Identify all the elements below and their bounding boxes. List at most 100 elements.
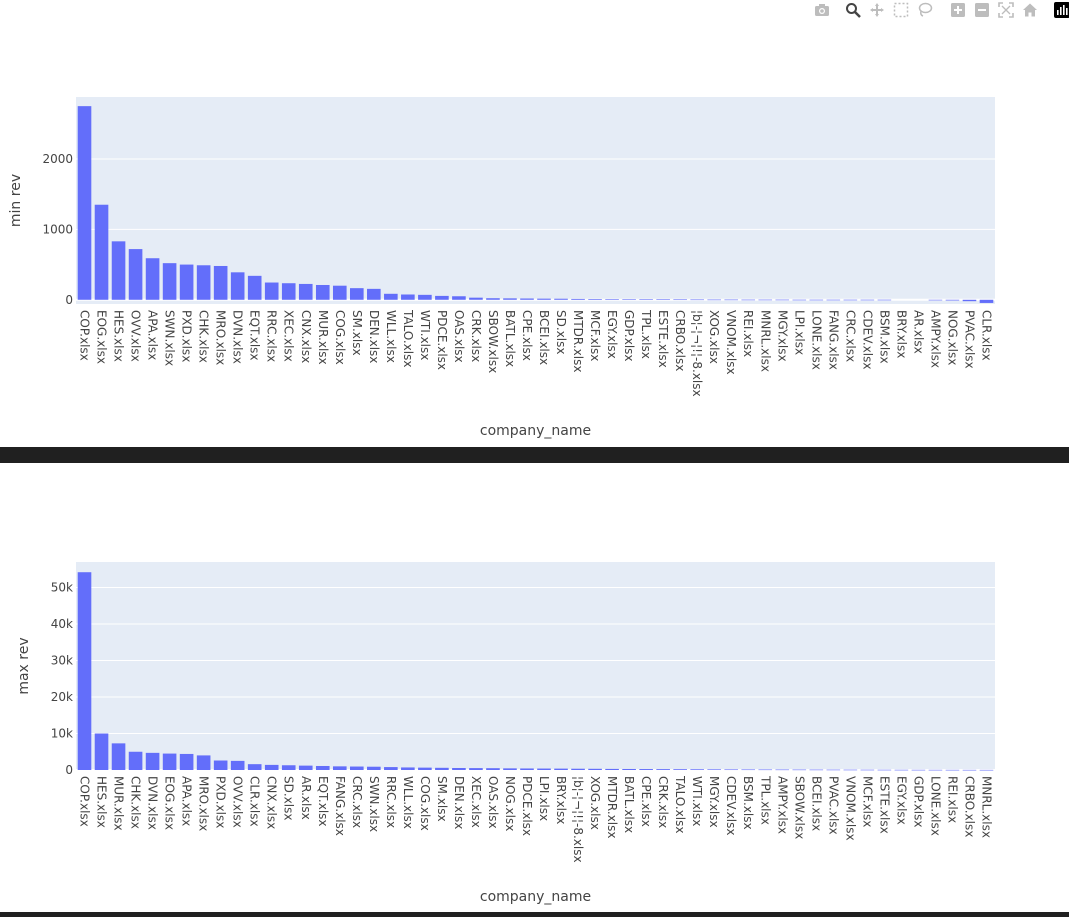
bar[interactable] <box>401 294 415 300</box>
bar[interactable] <box>673 769 687 770</box>
pan-icon[interactable] <box>867 1 887 19</box>
bar[interactable] <box>605 299 619 300</box>
bar[interactable] <box>452 296 466 300</box>
bar[interactable] <box>367 766 381 770</box>
bar[interactable] <box>877 299 892 301</box>
bar[interactable] <box>843 769 858 771</box>
bar[interactable] <box>554 768 568 770</box>
bar[interactable] <box>77 106 92 300</box>
bar[interactable] <box>911 769 926 771</box>
bar[interactable] <box>520 298 534 300</box>
bar[interactable] <box>622 768 636 770</box>
bar[interactable] <box>469 297 483 300</box>
bar[interactable] <box>349 288 364 300</box>
bar[interactable] <box>162 753 177 770</box>
bar[interactable] <box>264 764 279 770</box>
bar[interactable] <box>571 298 585 300</box>
bar[interactable] <box>928 299 943 301</box>
bar[interactable] <box>928 769 943 771</box>
bar[interactable] <box>503 298 517 300</box>
bar[interactable] <box>452 767 466 770</box>
bar[interactable] <box>792 769 807 771</box>
bar[interactable] <box>554 298 568 300</box>
bar[interactable] <box>741 769 756 771</box>
bar[interactable] <box>979 769 994 771</box>
bar[interactable] <box>435 295 449 300</box>
bar[interactable] <box>469 768 483 770</box>
bar[interactable] <box>145 752 160 770</box>
bar[interactable] <box>792 299 807 301</box>
bar[interactable] <box>418 767 432 770</box>
bar[interactable] <box>281 765 296 770</box>
bar[interactable] <box>656 769 670 770</box>
bar[interactable] <box>179 264 194 300</box>
bar[interactable] <box>281 283 296 300</box>
bar[interactable] <box>213 265 228 300</box>
bar[interactable] <box>503 768 517 770</box>
bar[interactable] <box>656 299 670 300</box>
bar[interactable] <box>724 769 739 771</box>
bar[interactable] <box>826 299 841 301</box>
bar[interactable] <box>962 769 977 771</box>
bar[interactable] <box>622 299 636 300</box>
bar[interactable] <box>179 753 194 770</box>
plot-area[interactable] <box>76 97 995 304</box>
bar[interactable] <box>315 284 330 300</box>
bar[interactable] <box>673 299 687 301</box>
bar[interactable] <box>979 299 994 303</box>
bar[interactable] <box>196 755 211 770</box>
plotly-logo-icon[interactable] <box>1052 1 1069 19</box>
bar[interactable] <box>639 299 653 300</box>
bar[interactable] <box>537 768 551 770</box>
bar[interactable] <box>77 572 92 770</box>
bar[interactable] <box>162 263 177 300</box>
autoscale-icon[interactable] <box>996 1 1016 19</box>
bar[interactable] <box>196 265 211 300</box>
bar[interactable] <box>690 299 704 301</box>
bar[interactable] <box>775 299 790 301</box>
bar[interactable] <box>298 765 313 770</box>
bar[interactable] <box>486 768 500 770</box>
bar[interactable] <box>741 299 756 301</box>
box-select-icon[interactable] <box>891 1 911 19</box>
bar[interactable] <box>724 299 739 301</box>
bar[interactable] <box>332 285 347 300</box>
reset-axes-icon[interactable] <box>1020 1 1040 19</box>
bar[interactable] <box>94 204 109 300</box>
bar[interactable] <box>145 258 160 300</box>
lasso-icon[interactable] <box>915 1 935 19</box>
bar[interactable] <box>639 769 653 770</box>
bar[interactable] <box>860 769 875 771</box>
bar[interactable] <box>128 751 143 770</box>
bar[interactable] <box>384 293 398 300</box>
bar[interactable] <box>94 733 109 770</box>
bar[interactable] <box>384 767 398 770</box>
bar[interactable] <box>111 743 126 770</box>
bar[interactable] <box>298 283 313 300</box>
bar[interactable] <box>588 768 602 770</box>
bar[interactable] <box>758 769 773 771</box>
bar[interactable] <box>315 765 330 770</box>
bar[interactable] <box>894 769 909 771</box>
bar[interactable] <box>247 764 262 770</box>
plot-area[interactable] <box>76 562 995 770</box>
bar[interactable] <box>860 299 875 301</box>
bar[interactable] <box>962 299 977 302</box>
bar[interactable] <box>775 769 790 771</box>
bar[interactable] <box>945 769 960 771</box>
camera-icon[interactable] <box>812 1 832 19</box>
bar[interactable] <box>264 282 279 300</box>
bar[interactable] <box>605 768 619 770</box>
bar[interactable] <box>367 288 381 300</box>
bar[interactable] <box>571 768 585 770</box>
bar[interactable] <box>230 272 245 300</box>
bar[interactable] <box>418 294 432 300</box>
bar[interactable] <box>809 769 824 771</box>
bar[interactable] <box>843 299 858 301</box>
bar[interactable] <box>247 275 262 300</box>
zoom-out-icon[interactable] <box>972 1 992 19</box>
zoom-icon[interactable] <box>843 1 863 19</box>
bar[interactable] <box>690 769 704 770</box>
bar[interactable] <box>809 299 824 301</box>
bar[interactable] <box>537 298 551 300</box>
